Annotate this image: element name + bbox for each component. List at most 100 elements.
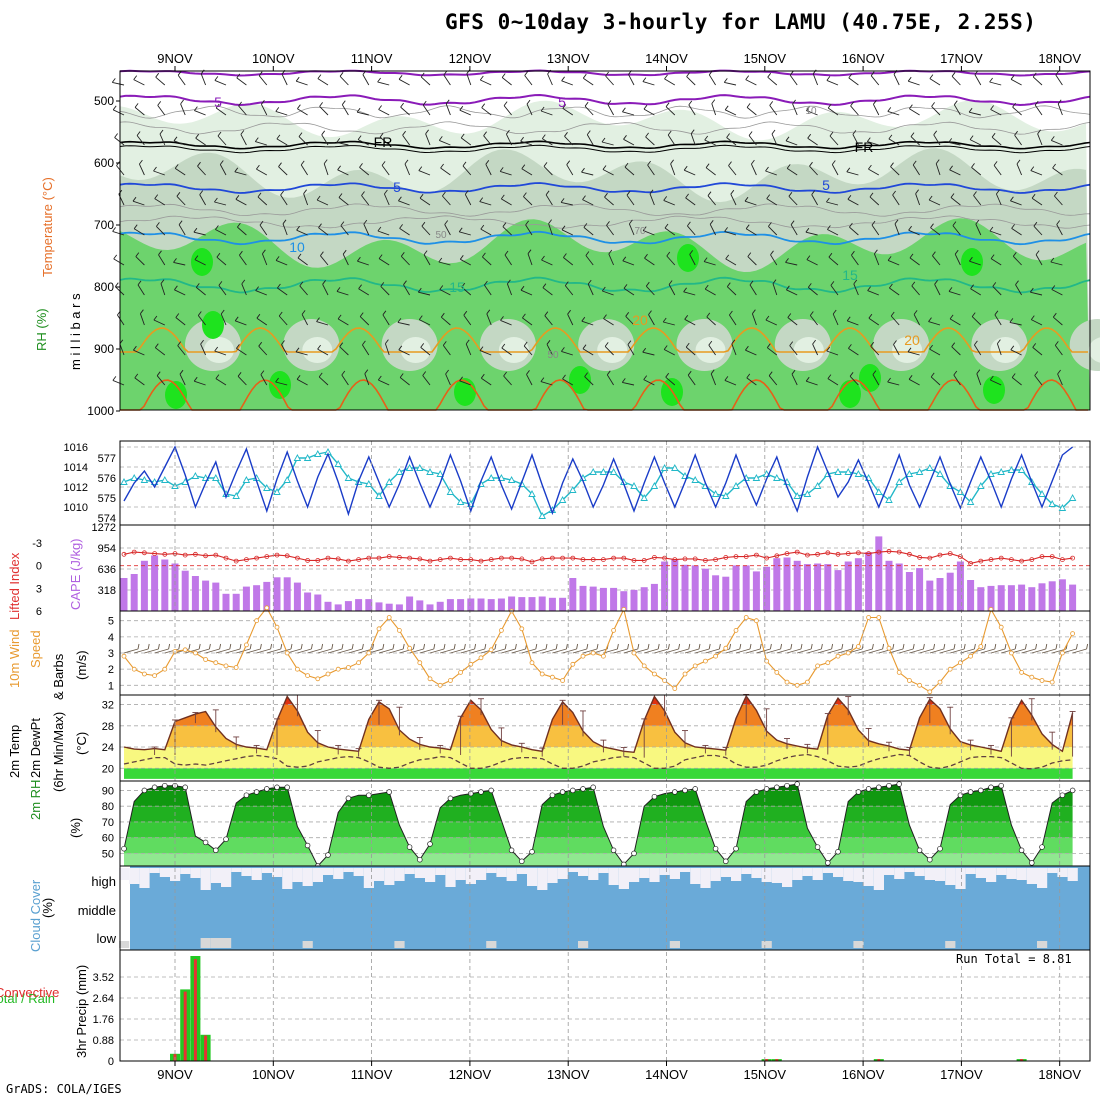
wind-barb: [685, 197, 696, 206]
wind-barb: [237, 226, 247, 236]
wind-barb-flag: [889, 283, 893, 289]
wind-barb: [316, 321, 329, 326]
cape-bar: [1048, 581, 1056, 611]
wind-barb: [970, 288, 982, 296]
bottom-day-label: 10NOV: [252, 1067, 295, 1082]
wind-barb: [935, 163, 941, 176]
wind-barb: [827, 648, 842, 654]
wind-barb-flag: [726, 282, 731, 287]
wind-speed-point: [417, 660, 423, 666]
wind-barb-flag: [1052, 312, 1057, 318]
wind-barb-flag: [930, 372, 935, 378]
wind-speed-point: [835, 653, 841, 659]
wind-barb-flag: [540, 106, 545, 112]
wind-barb-flag: [971, 312, 976, 317]
cape-bar: [997, 585, 1005, 611]
wind-barb: [297, 648, 312, 654]
rh-point: [549, 792, 556, 798]
wind-barb: [806, 259, 818, 266]
wind-barb-flag: [708, 340, 713, 346]
wind-barb-flag: [950, 193, 955, 198]
wind-barb-flag: [524, 71, 529, 76]
cape-bar: [202, 580, 210, 611]
wind-barb: [852, 134, 859, 146]
top-day-label: 9NOV: [157, 51, 193, 66]
li-point: [519, 556, 525, 562]
li-tick-label: -3: [32, 538, 42, 550]
wind-barb: [298, 136, 308, 146]
cloud-high-gap: [119, 868, 130, 880]
wind-barb: [378, 648, 394, 654]
contour-minus5: [119, 93, 1091, 107]
wind-barb: [1055, 74, 1063, 86]
wind-barb: [602, 169, 614, 176]
wind-barb-flag: [316, 195, 321, 201]
wind-barb: [399, 377, 410, 386]
wind-barb: [113, 109, 125, 116]
li-point: [866, 551, 871, 556]
wind-barb-flag: [174, 164, 179, 169]
wind-barb-flag: [623, 135, 627, 140]
wind-barb: [703, 261, 716, 266]
wind-barb-flag: [544, 311, 549, 316]
temp2m-panel: [120, 694, 1090, 779]
cape-bar: [1018, 584, 1026, 611]
wind-speed-point: [998, 624, 1004, 630]
wind-barb: [867, 141, 879, 146]
wind-barb-flag: [259, 643, 262, 650]
wind-barb-flag: [789, 70, 794, 76]
wind-barb-flag: [298, 132, 303, 137]
wind-barb: [776, 648, 791, 654]
wind-barb-flag: [237, 372, 242, 377]
wind-barb-flag: [1032, 343, 1037, 348]
contour-label: 15: [449, 279, 465, 295]
wind-barb: [1032, 347, 1043, 356]
wind-barb-flag: [464, 190, 469, 195]
wind-barb: [827, 107, 839, 116]
cloud-high-gap: [445, 868, 456, 887]
wind-barb: [971, 167, 982, 176]
wind-barb: [236, 77, 247, 86]
rh-point: [784, 782, 790, 789]
cloud-high-gap: [567, 868, 578, 872]
wind-barb: [275, 259, 288, 266]
cape-bar: [497, 598, 505, 611]
wind-barb-flag: [637, 643, 640, 650]
wind-barb-flag: [132, 196, 137, 202]
li-point: [590, 557, 596, 562]
wind-barb: [604, 346, 614, 356]
wind-barb-flag: [928, 195, 933, 201]
wind-barb: [195, 648, 210, 654]
thickness-point: [956, 488, 965, 495]
wind-speed-point: [774, 670, 780, 675]
wind-barb: [684, 648, 700, 654]
wind-barb-flag: [688, 643, 691, 650]
wind-barb-flag: [137, 643, 140, 650]
wind-barb: [445, 373, 451, 386]
wind-barb-flag: [663, 196, 668, 201]
wind-barb: [503, 375, 512, 386]
wind-barb-flag: [158, 250, 162, 256]
slp-tick-label: 1016: [64, 442, 88, 454]
wind-barb-flag: [1054, 341, 1059, 346]
wind-barb: [425, 133, 431, 146]
wind-speed-point: [876, 615, 882, 620]
wind-barb: [258, 345, 268, 356]
thickness-point: [385, 478, 393, 485]
wind-barb: [1010, 200, 1022, 206]
wind-barb: [459, 109, 471, 116]
wind-barb-flag: [991, 132, 996, 138]
wind-barb-flag: [890, 311, 895, 317]
li-point: [192, 551, 198, 557]
wind-barb-flag: [587, 279, 592, 285]
wind-barb: [117, 314, 125, 326]
cape-tick-label: 954: [98, 543, 116, 555]
wind-barb: [154, 648, 169, 654]
wind-barb: [501, 648, 516, 654]
cloud-high-gap: [863, 868, 874, 886]
wind-barb-flag: [400, 102, 404, 108]
wind-speed-point: [641, 663, 647, 669]
li-point: [907, 551, 912, 557]
wind-speed-point: [733, 628, 739, 633]
wind-barb-flag: [948, 287, 953, 292]
